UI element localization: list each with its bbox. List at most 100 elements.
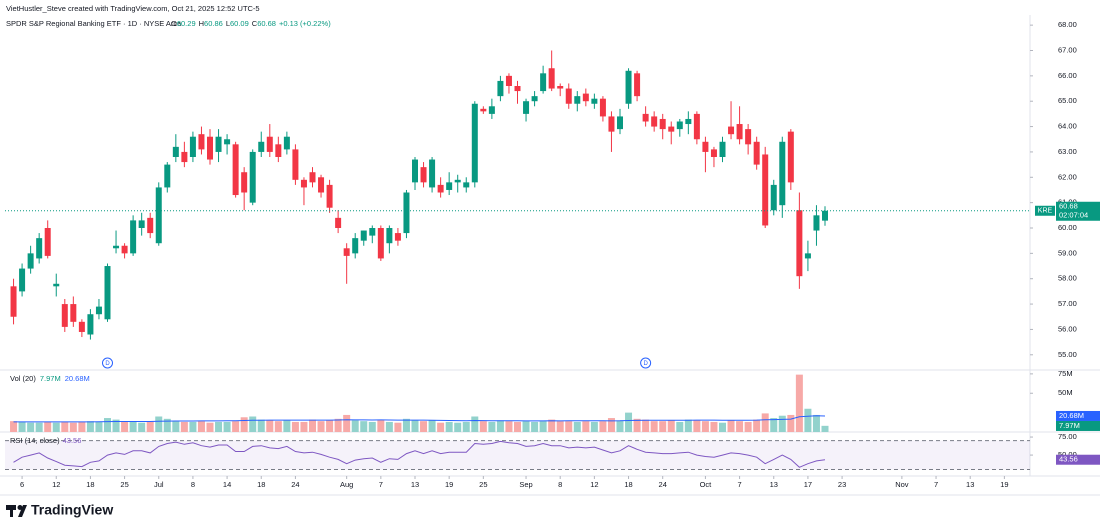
candle-body <box>540 73 547 92</box>
dividend-label: D <box>643 361 648 367</box>
candle-body <box>480 108 487 112</box>
ohlc-key: O <box>171 19 177 28</box>
x-tick-label: 7 <box>379 480 383 489</box>
rsi-badge <box>1056 454 1100 465</box>
candle-body <box>189 136 196 157</box>
volume-bar <box>804 408 812 432</box>
legend-entry: RSI (14, close) <box>10 436 60 445</box>
y-tick-label: 56.00 <box>1058 324 1077 333</box>
y-tick-label: 62.00 <box>1058 172 1077 181</box>
volume-bar <box>821 425 829 432</box>
x-tick-label: 17 <box>804 480 812 489</box>
dividend-label: D <box>105 361 110 367</box>
ohlc-key: H <box>199 19 204 28</box>
volume-bar <box>625 412 633 432</box>
candle-body <box>565 88 572 104</box>
candle-body <box>787 131 794 183</box>
countdown-label: 02:07:04 <box>1059 211 1088 220</box>
candle-body <box>745 129 752 145</box>
ohlc-key: L <box>226 19 230 28</box>
volume-bar <box>257 419 265 432</box>
volume-bar <box>223 421 231 432</box>
volume-bar <box>402 418 410 432</box>
candle-body <box>326 184 333 208</box>
candle-body <box>523 101 530 114</box>
volume-bar <box>232 421 240 432</box>
rsi-line <box>13 440 826 468</box>
brand: TradingView <box>31 502 113 518</box>
volume-bar <box>676 421 684 432</box>
volume-legend: Vol (20) 7.97M 20.68M <box>10 374 90 383</box>
volume-bar <box>86 421 94 432</box>
candle-body <box>232 144 239 196</box>
candle-body <box>685 118 692 125</box>
volume-bar <box>394 422 402 432</box>
volume-bar <box>138 422 146 432</box>
candle-body <box>44 228 51 256</box>
volume-bar <box>326 420 334 432</box>
volume-bar <box>377 419 385 432</box>
x-tick-label: Nov <box>895 480 909 489</box>
candle-body <box>804 253 811 259</box>
candle-body <box>113 245 120 249</box>
y-tick-label: 75M <box>1058 369 1073 378</box>
volume-bar <box>479 421 487 432</box>
credit: VietHustler_Steve created with TradingVi… <box>6 4 260 13</box>
volume-bar <box>701 421 709 432</box>
volume-bar <box>522 421 530 432</box>
candle-body <box>283 136 290 150</box>
volume-badge-label: 7.97M <box>1059 421 1080 430</box>
volume-bar <box>437 422 445 432</box>
y-tick-label: 63.00 <box>1058 147 1077 156</box>
candle-body <box>651 116 658 127</box>
volume-bar <box>215 421 223 432</box>
volume-bar <box>283 420 291 432</box>
x-tick-label: 8 <box>558 480 562 489</box>
x-tick-label: Sep <box>519 480 532 489</box>
volume-bar <box>744 421 752 432</box>
volume-bar <box>385 421 393 432</box>
volume-bar <box>69 422 77 432</box>
candle-body <box>352 238 359 254</box>
symbol-title: SPDR S&P Regional Banking ETF · 1D · NYS… <box>6 19 182 28</box>
volume-bar <box>727 420 735 432</box>
candle-body <box>497 80 504 97</box>
candle-body <box>130 220 137 254</box>
candle-body <box>309 172 316 183</box>
candle-body <box>147 217 154 234</box>
rsi-legend: RSI (14, close) 43.56 <box>10 436 81 445</box>
candle-body <box>625 70 632 104</box>
rsi-badge-label: 43.56 <box>1059 455 1078 464</box>
last-price-label: 60.68 <box>1059 202 1078 211</box>
volume-bar <box>420 421 428 432</box>
volume-bar <box>761 413 769 432</box>
volume-bar <box>428 420 436 432</box>
candle-body <box>634 73 641 97</box>
candle-body <box>369 228 376 236</box>
candle-body <box>608 116 615 132</box>
x-tick-label: 8 <box>191 480 195 489</box>
candle-body <box>266 136 273 152</box>
candle-body <box>377 228 384 259</box>
dividend-marker <box>640 357 652 369</box>
candle-body <box>343 248 350 256</box>
volume-bar <box>61 421 69 432</box>
volume-bar <box>573 421 581 432</box>
candle-body <box>446 182 453 190</box>
volume-bar <box>180 421 188 432</box>
candle-body <box>659 118 666 130</box>
volume-bar <box>582 421 590 432</box>
x-tick-label: 18 <box>86 480 94 489</box>
candle-body <box>582 93 589 102</box>
candle-body <box>19 268 26 292</box>
volume-bar <box>488 421 496 432</box>
volume-bar <box>684 419 692 432</box>
candle-body <box>710 149 717 157</box>
y-tick-label: 60.00 <box>1058 223 1077 232</box>
x-tick-label: 19 <box>1000 480 1008 489</box>
volume-bar <box>667 420 675 432</box>
candle-body <box>335 217 342 228</box>
volume-bar <box>35 422 43 432</box>
volume-bar <box>112 419 120 432</box>
volume-bar <box>52 422 60 432</box>
